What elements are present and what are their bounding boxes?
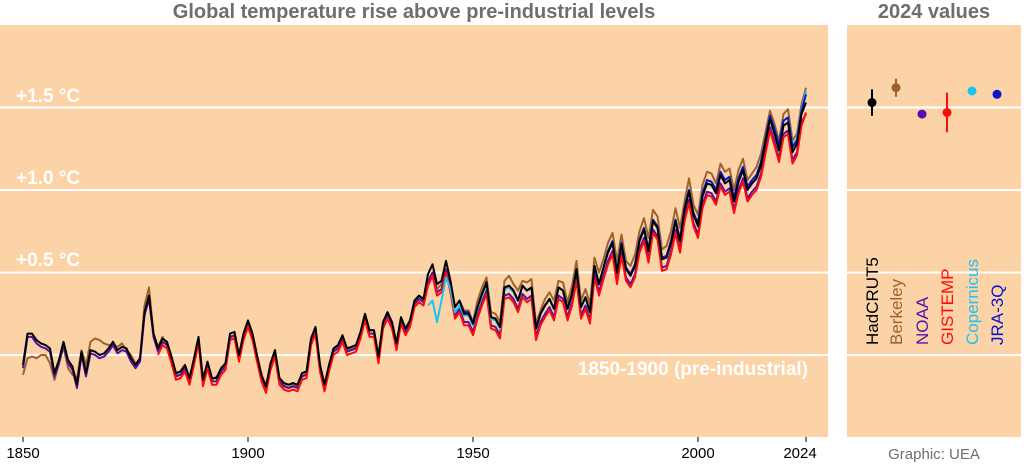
x-tick-label-1900: 1900 xyxy=(231,445,264,462)
point-noaa xyxy=(917,109,927,119)
legend-noaa: NOAA xyxy=(913,296,932,345)
y-tick-label-1-0: +1.0 °C xyxy=(16,168,80,189)
legend-copernicus: Copernicus xyxy=(963,259,982,345)
series-lines xyxy=(22,87,807,394)
x-tick-label-2024: 2024 xyxy=(783,445,816,462)
main-plot-background xyxy=(0,25,828,437)
point-berkeley xyxy=(891,83,901,93)
series-line-gistemp xyxy=(157,112,807,394)
point-hadcrut5 xyxy=(867,98,877,108)
side-chart-title: 2024 values xyxy=(878,1,990,23)
series-line-hadcrut5 xyxy=(22,102,807,388)
graphic-credit: Graphic: UEA xyxy=(888,446,980,463)
legend-berkeley: Berkeley xyxy=(887,278,906,345)
legend-gistemp: GISTEMP xyxy=(938,268,957,345)
side-plot-background xyxy=(847,25,1021,437)
point-gistemp xyxy=(942,107,952,117)
y-tick-label-1-5: +1.5 °C xyxy=(16,86,80,107)
main-chart-title: Global temperature rise above pre-indust… xyxy=(173,1,655,23)
x-axis: 1850 1900 1950 2000 2024 xyxy=(6,437,817,462)
legend-hadcrut5: HadCRUT5 xyxy=(863,257,882,345)
x-tick-label-1950: 1950 xyxy=(456,445,489,462)
y-axis-labels: +1.5 °C +1.0 °C +0.5 °C xyxy=(16,86,80,271)
legend: HadCRUT5 Berkeley NOAA GISTEMP Copernicu… xyxy=(863,257,1007,345)
side-points xyxy=(867,78,1002,133)
legend-jra-3q: JRA-3Q xyxy=(988,285,1007,345)
baseline-annotation: 1850-1900 (pre-industrial) xyxy=(578,359,808,380)
x-tick-label-1850: 1850 xyxy=(6,445,39,462)
x-tick-label-2000: 2000 xyxy=(681,445,714,462)
y-tick-label-0-5: +0.5 °C xyxy=(16,250,80,271)
point-jra-3q xyxy=(992,89,1002,99)
point-copernicus xyxy=(967,86,977,96)
